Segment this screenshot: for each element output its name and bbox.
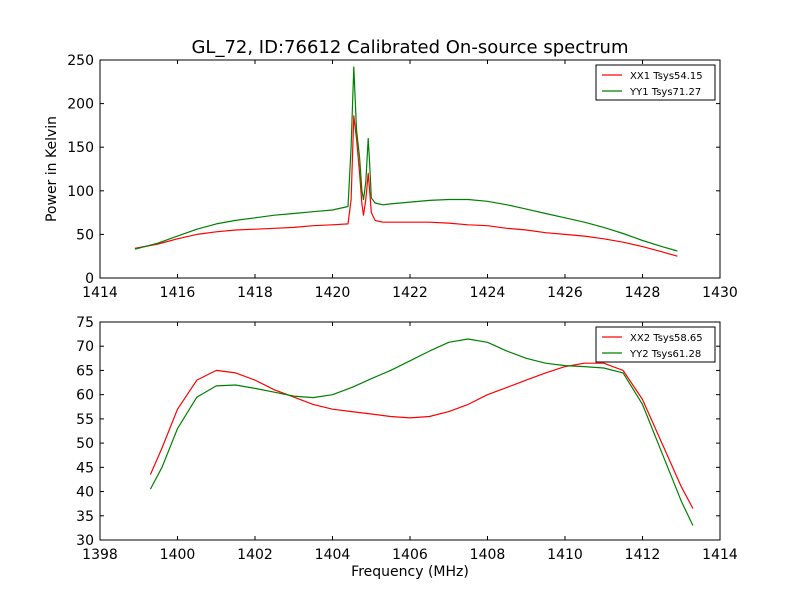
x-tick-label: 1420 <box>315 285 351 301</box>
series-line-1 <box>149 362 694 509</box>
series-line-2 <box>134 66 678 252</box>
legend-label: XX1 Tsys54.15 <box>630 71 703 82</box>
legend: XX1 Tsys54.15 YY1 Tsys71.27 <box>595 64 716 101</box>
legend-box <box>595 64 716 101</box>
x-tick-label: 1406 <box>392 547 428 563</box>
legend-label: YY2 Tsys61.28 <box>629 349 701 360</box>
y-axis-label: Power in Kelvin <box>44 116 60 222</box>
x-tick-label: 1400 <box>160 547 196 563</box>
series-line-2 <box>149 338 694 526</box>
x-tick-label: 1422 <box>392 285 428 301</box>
legend-label: XX2 Tsys58.65 <box>630 333 703 344</box>
x-tick-label: 1404 <box>315 547 351 563</box>
x-tick-label: 1426 <box>547 285 583 301</box>
legend-label: YY1 Tsys71.27 <box>629 87 701 98</box>
x-tick-label: 1414 <box>702 547 738 563</box>
legend-box <box>595 326 716 363</box>
x-tick-label: 1428 <box>625 285 661 301</box>
x-tick-label: 1402 <box>237 547 273 563</box>
x-tick-label: 1418 <box>237 285 273 301</box>
figure-title: GL_72, ID:76612 Calibrated On-source spe… <box>191 37 628 58</box>
y-tick-label: 50 <box>76 227 94 243</box>
y-tick-label: 40 <box>76 485 94 501</box>
legend: XX2 Tsys58.65 YY2 Tsys61.28 <box>595 326 716 363</box>
bottom-spectrum-plot: 1398 1400 1402 1404 1406 1408 1410 1412 1414 30 35… <box>76 315 738 580</box>
x-tick-label: 1416 <box>160 285 196 301</box>
y-tick-label: 200 <box>67 97 94 113</box>
y-tick-label: 65 <box>76 363 94 379</box>
x-tick-label: 1414 <box>82 285 118 301</box>
y-tick-label: 55 <box>76 412 94 428</box>
series-line-1 <box>134 115 678 257</box>
x-tick-label: 1410 <box>547 547 583 563</box>
x-tick-label: 1412 <box>625 547 661 563</box>
x-tick-label: 1408 <box>470 547 506 563</box>
y-tick-label: 45 <box>76 460 94 476</box>
y-tick-label: 50 <box>76 436 94 452</box>
x-tick-label: 1430 <box>702 285 738 301</box>
y-tick-label: 150 <box>67 140 94 156</box>
y-tick-label: 35 <box>76 509 94 525</box>
y-tick-label: 70 <box>76 339 94 355</box>
y-tick-label: 0 <box>85 271 94 287</box>
x-tick-label: 1424 <box>470 285 506 301</box>
top-spectrum-plot: 1414 1416 1418 1420 1422 1424 1426 1428 1430 0 50 1… <box>44 53 738 301</box>
y-tick-label: 100 <box>67 184 94 200</box>
y-tick-label: 60 <box>76 388 94 404</box>
y-tick-label: 75 <box>76 315 94 331</box>
y-tick-label: 250 <box>67 53 94 69</box>
x-axis-label: Frequency (MHz) <box>351 564 469 580</box>
y-tick-label: 30 <box>76 533 94 549</box>
x-tick-label: 1398 <box>82 547 118 563</box>
